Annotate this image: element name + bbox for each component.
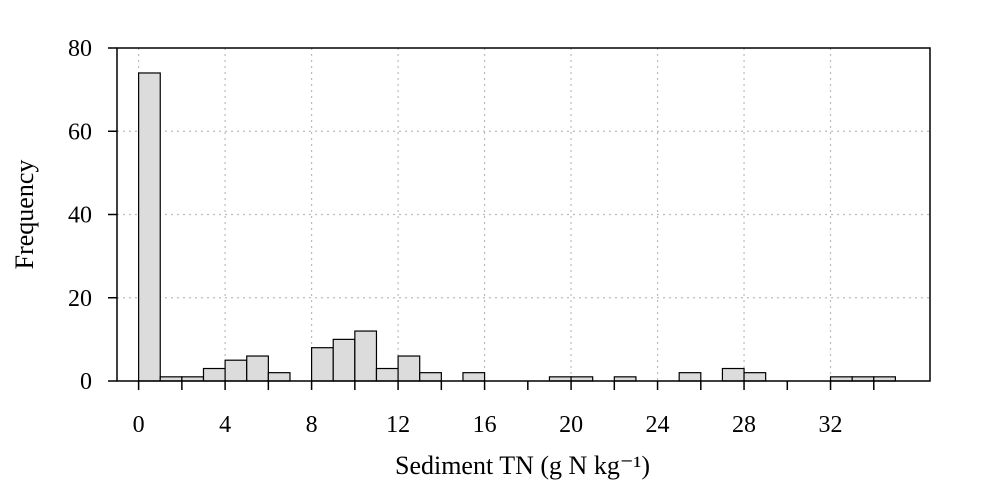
x-tick-label: 24 bbox=[646, 412, 670, 438]
histogram-bar bbox=[397, 355, 421, 382]
histogram-bars bbox=[138, 72, 897, 382]
y-tick-label: 0 bbox=[80, 369, 92, 395]
histogram-bar bbox=[311, 347, 334, 382]
histogram-bar bbox=[224, 359, 248, 382]
histogram-bar bbox=[354, 330, 378, 382]
x-tick-label: 8 bbox=[306, 412, 318, 438]
histogram-bar bbox=[678, 372, 702, 382]
histogram-bar bbox=[267, 372, 291, 382]
x-tick-label: 0 bbox=[133, 412, 145, 438]
x-tick-label: 12 bbox=[386, 412, 410, 438]
x-tick-label: 32 bbox=[819, 412, 843, 438]
histogram-bar bbox=[332, 338, 356, 382]
grid-lines bbox=[117, 48, 930, 381]
histogram-bar bbox=[138, 72, 161, 382]
x-axis-title: Sediment TN (g N kg⁻¹) bbox=[395, 451, 650, 480]
y-tick-label: 60 bbox=[68, 119, 92, 145]
x-tick-label: 4 bbox=[219, 412, 231, 438]
x-tick-label: 28 bbox=[732, 412, 756, 438]
y-tick-label: 20 bbox=[68, 286, 92, 312]
x-axis-ticks: 0 4 8 12 16 20 24 28 32 bbox=[133, 381, 875, 438]
y-tick-label: 40 bbox=[68, 203, 92, 229]
histogram-bar bbox=[462, 372, 486, 382]
histogram-bar bbox=[419, 372, 442, 382]
y-tick-label: 80 bbox=[68, 36, 92, 62]
histogram-bar bbox=[375, 367, 399, 382]
y-axis-ticks: 0 20 40 60 80 bbox=[68, 36, 117, 395]
histogram-bar bbox=[743, 372, 767, 382]
y-axis-title: Frequency bbox=[10, 160, 39, 270]
x-tick-label: 16 bbox=[473, 412, 497, 438]
x-tick-label: 20 bbox=[559, 412, 583, 438]
histogram-bar bbox=[202, 367, 226, 382]
histogram-bar bbox=[246, 355, 269, 382]
histogram-bar bbox=[721, 367, 745, 382]
